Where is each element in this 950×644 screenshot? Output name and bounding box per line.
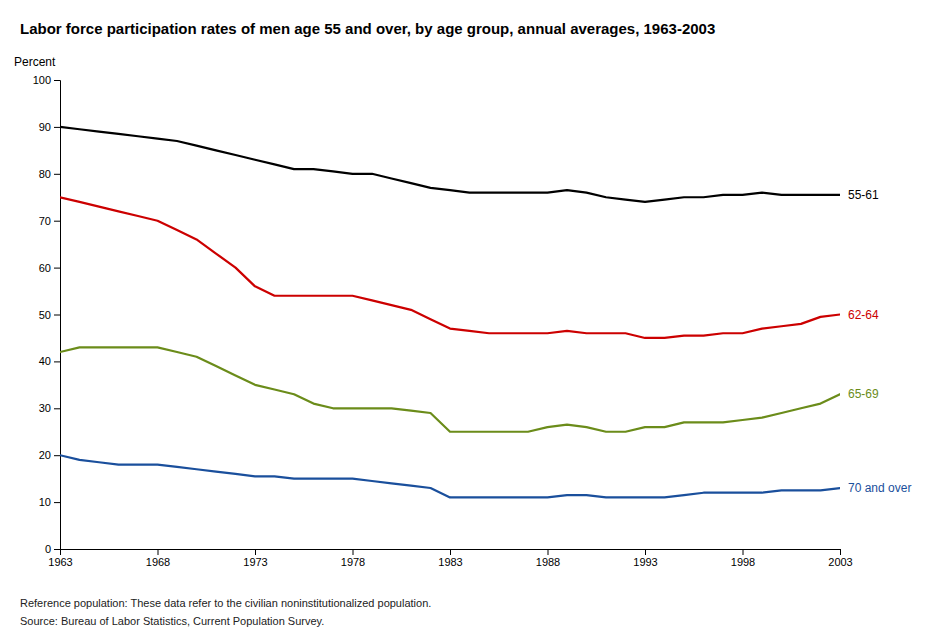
- y-tick-mark: [54, 361, 60, 362]
- x-tick-label: 1973: [243, 556, 267, 568]
- y-tick-label: 90: [39, 121, 51, 133]
- y-tick: 70: [39, 215, 60, 227]
- series-line: [60, 127, 840, 202]
- y-tick-mark: [54, 174, 60, 175]
- lines: [60, 127, 840, 498]
- x-tick-label: 1988: [536, 556, 560, 568]
- y-tick-mark: [54, 455, 60, 456]
- title: Labor force participation rates of men a…: [20, 20, 715, 37]
- x-tick-mark: [743, 549, 744, 555]
- x-tick: 1983: [438, 549, 462, 568]
- y-tick-label: 70: [39, 215, 51, 227]
- series-label: 65-69: [848, 387, 879, 401]
- series-line: [60, 455, 840, 497]
- y-tick: 0: [45, 543, 60, 555]
- y-tick: 40: [39, 355, 60, 367]
- chart: Labor force participation rates of men a…: [0, 0, 950, 644]
- x-tick: 1973: [243, 549, 267, 568]
- y-tick: 80: [39, 168, 60, 180]
- x-tick-label: 2003: [828, 556, 852, 568]
- y-tick: 10: [39, 496, 60, 508]
- y-tick-mark: [54, 315, 60, 316]
- x-tick: 1988: [536, 549, 560, 568]
- y-axis-label: Percent: [14, 55, 56, 69]
- y-tick: 50: [39, 309, 60, 321]
- x-tick-mark: [450, 549, 451, 555]
- y-tick-label: 20: [39, 449, 51, 461]
- y-tick-mark: [54, 127, 60, 128]
- y-tick-mark: [54, 502, 60, 503]
- x-tick: 1993: [633, 549, 657, 568]
- x-tick: 1978: [341, 549, 365, 568]
- y-tick-label: 40: [39, 355, 51, 367]
- y-tick: 20: [39, 449, 60, 461]
- y-tick-mark: [54, 221, 60, 222]
- footnote: Reference population: These data refer t…: [20, 597, 431, 609]
- x-tick-label: 1963: [48, 556, 72, 568]
- x-tick-mark: [840, 549, 841, 555]
- x-tick-label: 1993: [633, 556, 657, 568]
- x-tick: 1998: [731, 549, 755, 568]
- y-tick-label: 0: [45, 543, 51, 555]
- y-tick-mark: [54, 268, 60, 269]
- x-tick-label: 1983: [438, 556, 462, 568]
- x-tick: 1963: [48, 549, 72, 568]
- x-tick-label: 1998: [731, 556, 755, 568]
- y-tick: 30: [39, 402, 60, 414]
- y-tick-label: 30: [39, 402, 51, 414]
- footnotes: Reference population: These data refer t…: [20, 597, 431, 627]
- series-line: [60, 197, 840, 338]
- y-tick-label: 10: [39, 496, 51, 508]
- x-tick-mark: [255, 549, 256, 555]
- y-tick-mark: [54, 549, 60, 550]
- y-tick: 60: [39, 262, 60, 274]
- series-labels: 55-61 62-64 65-69 70 and over: [848, 188, 911, 495]
- x-tick-mark: [158, 549, 159, 555]
- footnote: Source: Bureau of Labor Statistics, Curr…: [20, 615, 324, 627]
- y-axis-line: [54, 81, 61, 550]
- y-tick-mark: [54, 80, 60, 81]
- x-tick: 1968: [146, 549, 170, 568]
- y-tick-label: 100: [33, 74, 51, 86]
- x-tick-label: 1978: [341, 556, 365, 568]
- y-tick-label: 50: [39, 309, 51, 321]
- y-tick: 90: [39, 121, 60, 133]
- x-axis: 1963 1968 1973 1978 1983 1988 1993 1998 2003: [48, 549, 852, 568]
- series-label: 55-61: [848, 188, 879, 202]
- y-tick-label: 80: [39, 168, 51, 180]
- y-tick-label: 60: [39, 262, 51, 274]
- x-tick: 2003: [828, 549, 852, 568]
- series-line: [60, 347, 840, 431]
- plot: 1963196819731978198319881993199820030102…: [14, 55, 911, 568]
- y-axis: 0 10 20 30 40 50 60 70 80 90 100: [33, 74, 61, 555]
- x-tick-mark: [353, 549, 354, 555]
- series-label: 62-64: [848, 308, 879, 322]
- y-tick-mark: [54, 408, 60, 409]
- x-tick-mark: [645, 549, 646, 555]
- y-tick: 100: [33, 74, 60, 86]
- series-label: 70 and over: [848, 481, 911, 495]
- x-tick-mark: [548, 549, 549, 555]
- x-axis-line: [61, 550, 841, 556]
- x-tick-label: 1968: [146, 556, 170, 568]
